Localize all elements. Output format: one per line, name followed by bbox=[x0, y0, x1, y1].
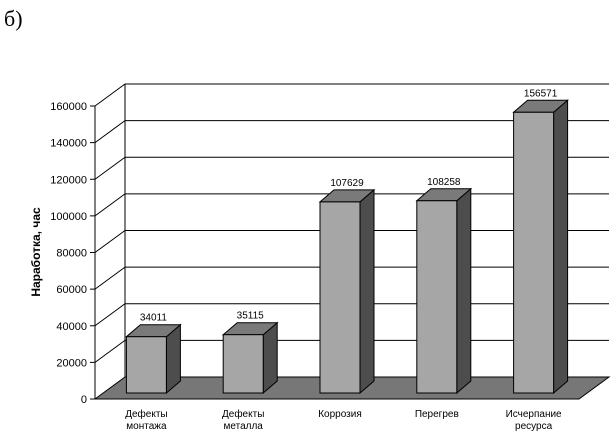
x-tick-label: Коррозия bbox=[318, 409, 362, 420]
data-label: 34011 bbox=[140, 313, 168, 324]
x-tick-label-line: монтажа bbox=[126, 421, 167, 432]
y-axis-label: Наработка, час bbox=[29, 207, 43, 297]
panel-label: б) bbox=[4, 6, 23, 31]
gridline-diagonal bbox=[94, 230, 126, 253]
x-tick-label: Исчерпание ресурса bbox=[506, 409, 562, 432]
x-tick-label-line: Дефекты bbox=[222, 408, 264, 420]
axis-layer: 0 20000 40000 60000 80000 100000 120000 140000 1… bbox=[50, 101, 96, 406]
bar bbox=[513, 111, 555, 394]
x-tick-label-line: Исчерпание bbox=[506, 409, 562, 420]
x-tick-label-line: металла bbox=[224, 421, 264, 432]
gridline-diagonal bbox=[94, 120, 126, 144]
data-label: 156571 bbox=[524, 88, 558, 99]
x-tick-label-line: Коррозия bbox=[318, 409, 362, 420]
x-tick-label-line: Перегрев bbox=[415, 409, 459, 420]
gridline-diagonal bbox=[94, 193, 126, 217]
bar bbox=[319, 201, 361, 394]
bar-side bbox=[553, 99, 569, 395]
y-tick-label: 80000 bbox=[56, 248, 87, 260]
gridline-diagonal bbox=[94, 339, 126, 363]
bar-side bbox=[456, 187, 472, 395]
gridline-diagonal bbox=[94, 303, 126, 327]
y-tick-label: 0 bbox=[81, 394, 87, 406]
gridline-diagonal bbox=[94, 156, 126, 180]
data-label: 35115 bbox=[237, 311, 265, 322]
gridline-diagonal bbox=[94, 266, 126, 290]
y-tick-label: 60000 bbox=[56, 284, 87, 296]
y-tick-label: 100000 bbox=[50, 211, 87, 223]
y-tick-label: 20000 bbox=[56, 357, 87, 369]
x-tick-label: Дефекты монтажа bbox=[125, 408, 167, 432]
x-tick-label: Перегрев bbox=[415, 409, 459, 420]
data-label: 107629 bbox=[330, 178, 364, 189]
y-tick-label: 40000 bbox=[56, 321, 87, 333]
gridline-diagonal bbox=[94, 83, 126, 107]
bar-side bbox=[359, 188, 375, 395]
y-tick-label: 160000 bbox=[50, 101, 87, 113]
y-tick-label: 120000 bbox=[50, 174, 87, 186]
bar bbox=[416, 200, 458, 394]
bars-layer bbox=[125, 99, 569, 395]
bar bbox=[125, 336, 167, 394]
y-tick-label: 140000 bbox=[50, 138, 87, 150]
x-tick-label-line: Дефекты bbox=[125, 408, 167, 420]
bar bbox=[222, 334, 264, 394]
x-tick-label-line: ресурса bbox=[515, 421, 553, 432]
x-tick-label: Дефекты металла bbox=[222, 408, 264, 432]
data-label: 108258 bbox=[427, 177, 461, 188]
